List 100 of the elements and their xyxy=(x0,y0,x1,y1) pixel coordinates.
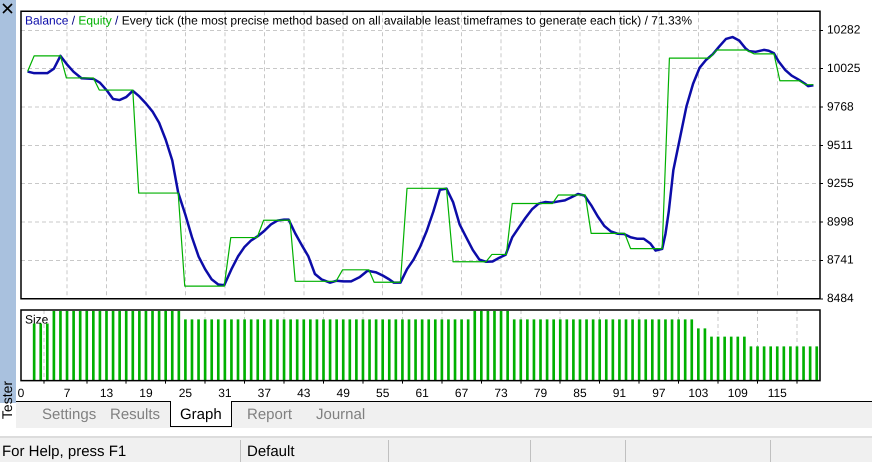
bar xyxy=(348,319,352,381)
bar xyxy=(427,319,430,381)
bar xyxy=(335,319,338,381)
bar xyxy=(486,311,490,381)
bar xyxy=(394,319,398,381)
annotation: / xyxy=(68,14,78,28)
bar xyxy=(638,319,640,381)
bar xyxy=(158,311,160,381)
bar xyxy=(808,346,812,381)
bar xyxy=(730,336,733,381)
x-tick-label: 91 xyxy=(612,386,626,400)
bar xyxy=(289,319,292,381)
x-tick-label: 103 xyxy=(688,386,709,400)
bar xyxy=(789,346,792,381)
bar xyxy=(401,319,404,381)
bar xyxy=(368,319,371,381)
bar xyxy=(585,319,588,381)
bar xyxy=(381,319,384,381)
bar xyxy=(802,346,805,381)
bar xyxy=(658,319,660,381)
x-tick-label: 85 xyxy=(573,386,587,400)
bar xyxy=(256,319,260,381)
y-tick-label: 9255 xyxy=(827,176,854,190)
bar xyxy=(519,319,522,381)
bar xyxy=(316,319,318,381)
text: Settings xyxy=(42,406,96,423)
bar xyxy=(131,311,134,381)
bar xyxy=(32,324,36,381)
bar xyxy=(526,319,529,381)
bar xyxy=(750,346,752,381)
x-tick-label: 0 xyxy=(18,386,25,400)
bar xyxy=(309,319,312,381)
chart-title: Size xyxy=(25,312,49,326)
bar xyxy=(374,319,378,381)
bar xyxy=(762,346,766,381)
bar xyxy=(170,311,174,381)
bar xyxy=(815,346,818,381)
bar xyxy=(302,319,306,381)
bar xyxy=(230,319,233,381)
x-tick-label: 49 xyxy=(336,386,350,400)
bar xyxy=(723,336,726,381)
bar xyxy=(604,319,608,381)
bar xyxy=(72,311,75,381)
bar xyxy=(664,319,667,381)
bar xyxy=(216,319,220,381)
bar xyxy=(276,319,279,381)
bar xyxy=(776,346,779,381)
text: Default xyxy=(247,443,295,460)
bar xyxy=(578,319,582,381)
bar xyxy=(684,319,687,381)
bar xyxy=(650,319,654,381)
bar xyxy=(592,319,594,381)
bar xyxy=(138,311,141,381)
bar xyxy=(598,319,602,381)
bar xyxy=(473,311,476,381)
x-tick-label: 61 xyxy=(415,386,430,400)
x-tick-label: 109 xyxy=(728,386,748,400)
bar xyxy=(39,324,42,381)
x-tick-label: 19 xyxy=(139,386,153,400)
bar xyxy=(644,319,648,381)
y-tick-label: 10025 xyxy=(827,61,861,76)
bar xyxy=(52,311,56,381)
text: Results xyxy=(110,406,160,423)
bar xyxy=(112,311,114,381)
bar xyxy=(690,319,694,381)
text: Graph xyxy=(170,401,232,427)
bar xyxy=(618,319,621,381)
bar xyxy=(204,319,206,381)
y-tick-label: 8998 xyxy=(827,214,854,228)
bar xyxy=(532,319,536,381)
text: For Help, press F1 xyxy=(2,443,126,460)
bar xyxy=(506,311,509,381)
bar xyxy=(210,319,214,381)
bar xyxy=(328,319,332,381)
bar xyxy=(66,311,68,381)
bar xyxy=(624,319,628,381)
bar xyxy=(782,346,786,381)
bar xyxy=(769,346,772,381)
bar xyxy=(539,319,542,381)
bar xyxy=(796,346,798,381)
x-tick-label: 97 xyxy=(652,386,666,400)
bar xyxy=(440,319,444,381)
bar xyxy=(262,319,266,381)
y-tick-label: 8484 xyxy=(827,291,854,306)
x-tick-label: 115 xyxy=(768,386,788,400)
bar xyxy=(434,319,437,381)
text: Journal xyxy=(316,406,366,423)
y-tick-label: 9511 xyxy=(827,138,854,152)
bar xyxy=(355,319,358,381)
bar xyxy=(282,319,286,381)
bar xyxy=(743,336,746,381)
bar xyxy=(546,319,548,381)
bar xyxy=(677,319,680,381)
bar xyxy=(710,336,713,381)
bar xyxy=(92,311,95,381)
text: Equity xyxy=(78,14,112,28)
bar xyxy=(736,336,740,381)
bar xyxy=(500,311,502,381)
bar xyxy=(46,324,49,381)
x-tick-label: 55 xyxy=(376,386,390,400)
